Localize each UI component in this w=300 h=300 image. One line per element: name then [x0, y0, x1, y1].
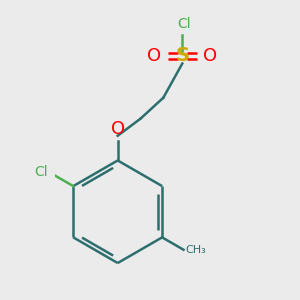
Text: O: O	[147, 47, 161, 65]
Text: O: O	[203, 47, 217, 65]
Text: Cl: Cl	[35, 165, 48, 179]
Text: S: S	[175, 46, 189, 65]
Text: CH₃: CH₃	[185, 245, 206, 255]
Text: Cl: Cl	[177, 17, 191, 31]
Text: O: O	[111, 120, 125, 138]
